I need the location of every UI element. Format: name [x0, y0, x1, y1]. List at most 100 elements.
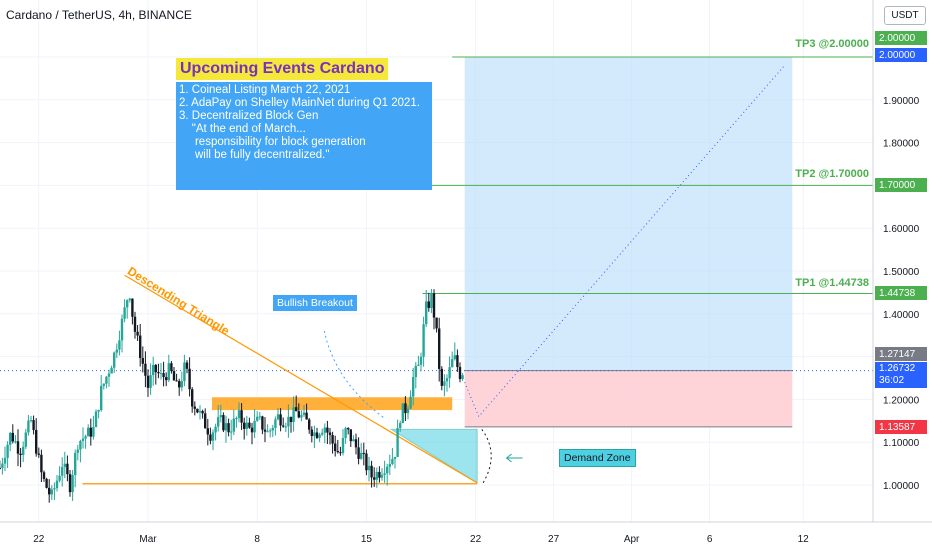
- plot-area: Descending Triangle: [0, 0, 873, 522]
- candle-body: [344, 428, 347, 439]
- candle-body: [383, 473, 386, 475]
- candle-body: [157, 372, 160, 374]
- y-tick-label: 1.60000: [883, 224, 920, 235]
- x-tick-label: Apr: [624, 534, 640, 545]
- candle-body: [341, 438, 345, 453]
- candle-body: [84, 436, 87, 439]
- candle-body: [274, 419, 277, 428]
- candle-body: [222, 415, 225, 431]
- candle-body: [412, 377, 415, 397]
- candle-body: [295, 407, 298, 412]
- candle-body: [170, 363, 173, 372]
- current-price-label: 1.26732 36:02: [875, 362, 927, 388]
- candle-body: [105, 376, 108, 384]
- candle-body: [284, 426, 287, 428]
- candle-body: [193, 406, 196, 409]
- candle-body: [326, 427, 329, 433]
- candle-body: [110, 367, 113, 374]
- candle-body: [149, 375, 152, 388]
- tp3-top-price-label: 2.00000: [875, 31, 927, 45]
- candle-body: [347, 428, 350, 430]
- candle-body: [336, 450, 339, 453]
- candle-body: [232, 418, 235, 432]
- candle-body: [269, 430, 272, 432]
- candle-body: [209, 434, 212, 441]
- demand-bracket: [481, 429, 492, 486]
- candle-body: [128, 298, 131, 301]
- currency-badge[interactable]: USDT: [884, 6, 926, 25]
- candle-body: [87, 427, 90, 437]
- candle-body: [6, 444, 9, 458]
- y-tick-label: 1.50000: [883, 267, 920, 278]
- candle-body: [399, 423, 402, 429]
- candle-body: [27, 420, 30, 433]
- candle-body: [404, 403, 407, 414]
- candle-body: [305, 412, 308, 420]
- chart-title: Cardano / TetherUS, 4h, BINANCE: [6, 8, 192, 22]
- candle-body: [360, 452, 363, 459]
- events-line: 3. Decentralized Block Gen: [179, 110, 319, 122]
- candle-body: [146, 375, 150, 388]
- breakout-arrow: [323, 330, 386, 420]
- events-line: will be fully decentralized.": [179, 149, 330, 161]
- candle-body: [365, 453, 368, 471]
- candle-body: [136, 331, 139, 336]
- candle-body: [451, 359, 454, 368]
- candle-body: [178, 381, 181, 388]
- candle-body: [45, 478, 48, 488]
- x-tick-label: Mar: [139, 534, 157, 545]
- demand-zone-triangle: [389, 428, 478, 484]
- price-axis: [873, 0, 932, 550]
- candle-body: [276, 414, 280, 420]
- candle-body: [289, 416, 293, 422]
- candle-body: [133, 316, 137, 332]
- tp1-price-label: 1.44738: [875, 286, 927, 300]
- candle-body: [211, 432, 215, 441]
- candle-body: [427, 301, 430, 308]
- candle-body: [352, 439, 355, 442]
- candle-body: [55, 480, 59, 489]
- candle-body: [219, 415, 222, 418]
- candle-body: [245, 422, 248, 429]
- candle-body: [97, 409, 100, 412]
- candle-body: [89, 427, 92, 437]
- candle-body: [107, 373, 111, 377]
- candle-body: [321, 432, 324, 435]
- candle-body: [37, 453, 40, 455]
- candle-body: [378, 471, 381, 478]
- candle-body: [16, 441, 20, 454]
- candle-body: [386, 466, 389, 474]
- candle-body: [310, 429, 313, 436]
- candle-body: [14, 441, 17, 443]
- candle-body: [76, 449, 79, 453]
- y-tick-label: 1.80000: [883, 139, 920, 150]
- candle-body: [367, 465, 371, 471]
- y-tick-label: 1.10000: [883, 438, 920, 449]
- candle-body: [266, 431, 269, 433]
- candle-body: [113, 352, 116, 368]
- candle-body: [188, 368, 191, 390]
- descending-trendline: [124, 274, 478, 484]
- candle-body: [201, 410, 204, 414]
- candle-body: [172, 371, 176, 381]
- stop-price-label: 1.13587: [875, 420, 927, 434]
- candle-body: [3, 457, 7, 464]
- candle-body: [250, 427, 254, 433]
- candle-body: [448, 367, 451, 379]
- candle-body: [248, 422, 251, 428]
- candle-body: [50, 489, 53, 495]
- candle-body: [120, 318, 124, 341]
- candle-body: [422, 324, 425, 357]
- candle-body: [22, 446, 25, 456]
- candle-body: [227, 423, 230, 433]
- candle-body: [131, 298, 134, 317]
- candle-body: [435, 317, 438, 329]
- candle-body: [185, 362, 189, 369]
- y-tick-label: 1.00000: [883, 481, 920, 492]
- demand-arrow-head: [505, 453, 512, 463]
- candle-body: [68, 474, 72, 493]
- candle-body: [388, 464, 391, 467]
- candle-body: [24, 432, 27, 447]
- candle-body: [419, 356, 423, 365]
